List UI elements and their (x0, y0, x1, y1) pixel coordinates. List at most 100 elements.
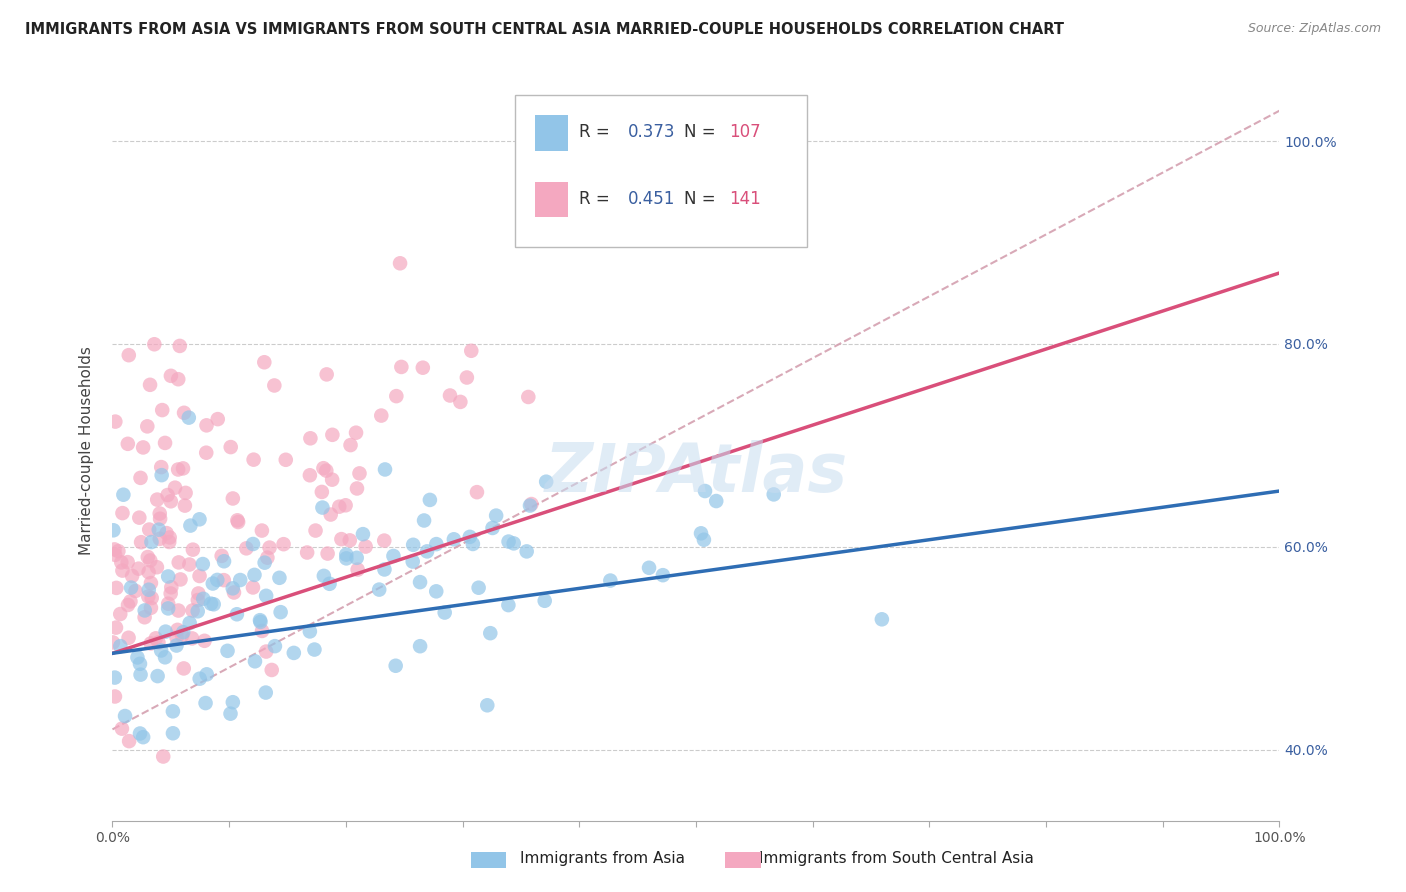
Point (253, 556, 276, 570)
Point (103, 542, 125, 557)
Point (157, 597, 180, 611)
Point (129, 726, 152, 740)
Point (346, 550, 368, 565)
Point (249, 615, 271, 629)
Point (138, 565, 160, 579)
Point (283, 646, 305, 660)
Point (242, 581, 264, 595)
Point (425, 584, 447, 599)
Point (193, 633, 215, 648)
Point (298, 468, 321, 483)
Point (139, 600, 162, 615)
Text: ZIPAtlas: ZIPAtlas (544, 440, 848, 506)
Point (256, 550, 278, 565)
Point (243, 654, 266, 668)
Point (112, 488, 135, 502)
Point (169, 573, 191, 587)
Point (128, 562, 150, 576)
Point (150, 468, 173, 483)
Point (270, 605, 292, 619)
Point (167, 555, 190, 569)
Point (146, 560, 169, 574)
Point (599, 574, 621, 588)
Point (384, 658, 406, 673)
Point (181, 632, 204, 646)
Point (263, 378, 285, 392)
Point (762, 487, 785, 501)
Text: 0.451: 0.451 (628, 190, 676, 208)
Point (250, 624, 273, 638)
Point (374, 462, 396, 476)
Point (339, 438, 361, 452)
Point (110, 607, 132, 621)
Point (212, 573, 235, 587)
FancyBboxPatch shape (515, 95, 807, 247)
Point (385, 389, 408, 403)
Text: N =: N = (685, 190, 721, 208)
Text: R =: R = (579, 123, 616, 141)
Point (412, 360, 434, 375)
Point (166, 623, 188, 637)
Point (235, 541, 257, 556)
Point (402, 538, 425, 552)
Point (157, 535, 180, 549)
Point (485, 508, 508, 523)
Point (242, 452, 264, 467)
Point (155, 624, 177, 639)
FancyBboxPatch shape (534, 115, 568, 151)
Point (316, 547, 339, 561)
Point (222, 491, 245, 506)
Point (638, 561, 661, 575)
Point (243, 567, 266, 582)
Point (467, 581, 489, 595)
Point (139, 553, 162, 567)
Point (304, 524, 326, 538)
Point (460, 343, 482, 358)
Point (172, 628, 194, 642)
Point (298, 624, 321, 639)
Point (149, 507, 172, 521)
Point (136, 419, 159, 434)
Point (226, 515, 249, 529)
Point (120, 594, 142, 608)
Text: 0.373: 0.373 (628, 123, 676, 141)
Point (229, 573, 252, 587)
Point (477, 698, 499, 713)
Point (111, 722, 134, 736)
Point (200, 597, 222, 611)
Point (346, 563, 368, 577)
Point (117, 631, 139, 645)
Point (249, 613, 271, 627)
Point (104, 548, 127, 562)
Point (517, 390, 540, 404)
Point (211, 549, 233, 563)
Point (101, 635, 124, 649)
Point (138, 523, 160, 537)
Point (346, 482, 368, 496)
Point (319, 508, 342, 522)
Point (321, 473, 343, 487)
Point (111, 506, 134, 520)
Point (254, 589, 277, 603)
Point (212, 554, 235, 568)
Text: N =: N = (685, 123, 721, 141)
Point (128, 510, 150, 524)
Point (217, 644, 239, 658)
Point (132, 730, 155, 744)
Point (146, 669, 169, 683)
Point (177, 410, 200, 425)
Point (259, 541, 281, 555)
Point (129, 535, 152, 549)
Point (349, 467, 371, 481)
Point (149, 512, 172, 526)
Point (107, 544, 129, 558)
Point (222, 585, 245, 599)
Point (136, 590, 159, 604)
Point (145, 632, 167, 646)
Point (194, 696, 217, 710)
Point (413, 514, 436, 528)
Point (254, 685, 277, 699)
Point (172, 461, 194, 475)
Point (153, 436, 176, 450)
Point (110, 639, 132, 653)
